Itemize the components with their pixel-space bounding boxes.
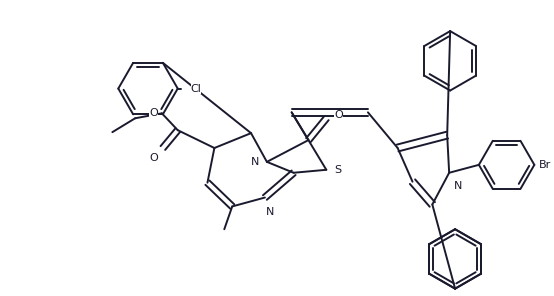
Text: O: O — [149, 153, 158, 163]
Text: Br: Br — [539, 160, 552, 170]
Text: N: N — [266, 207, 274, 218]
Text: Cl: Cl — [191, 83, 202, 94]
Text: N: N — [454, 181, 463, 191]
Text: O: O — [334, 110, 343, 120]
Text: N: N — [250, 157, 259, 167]
Text: O: O — [149, 108, 158, 118]
Text: S: S — [334, 165, 341, 175]
